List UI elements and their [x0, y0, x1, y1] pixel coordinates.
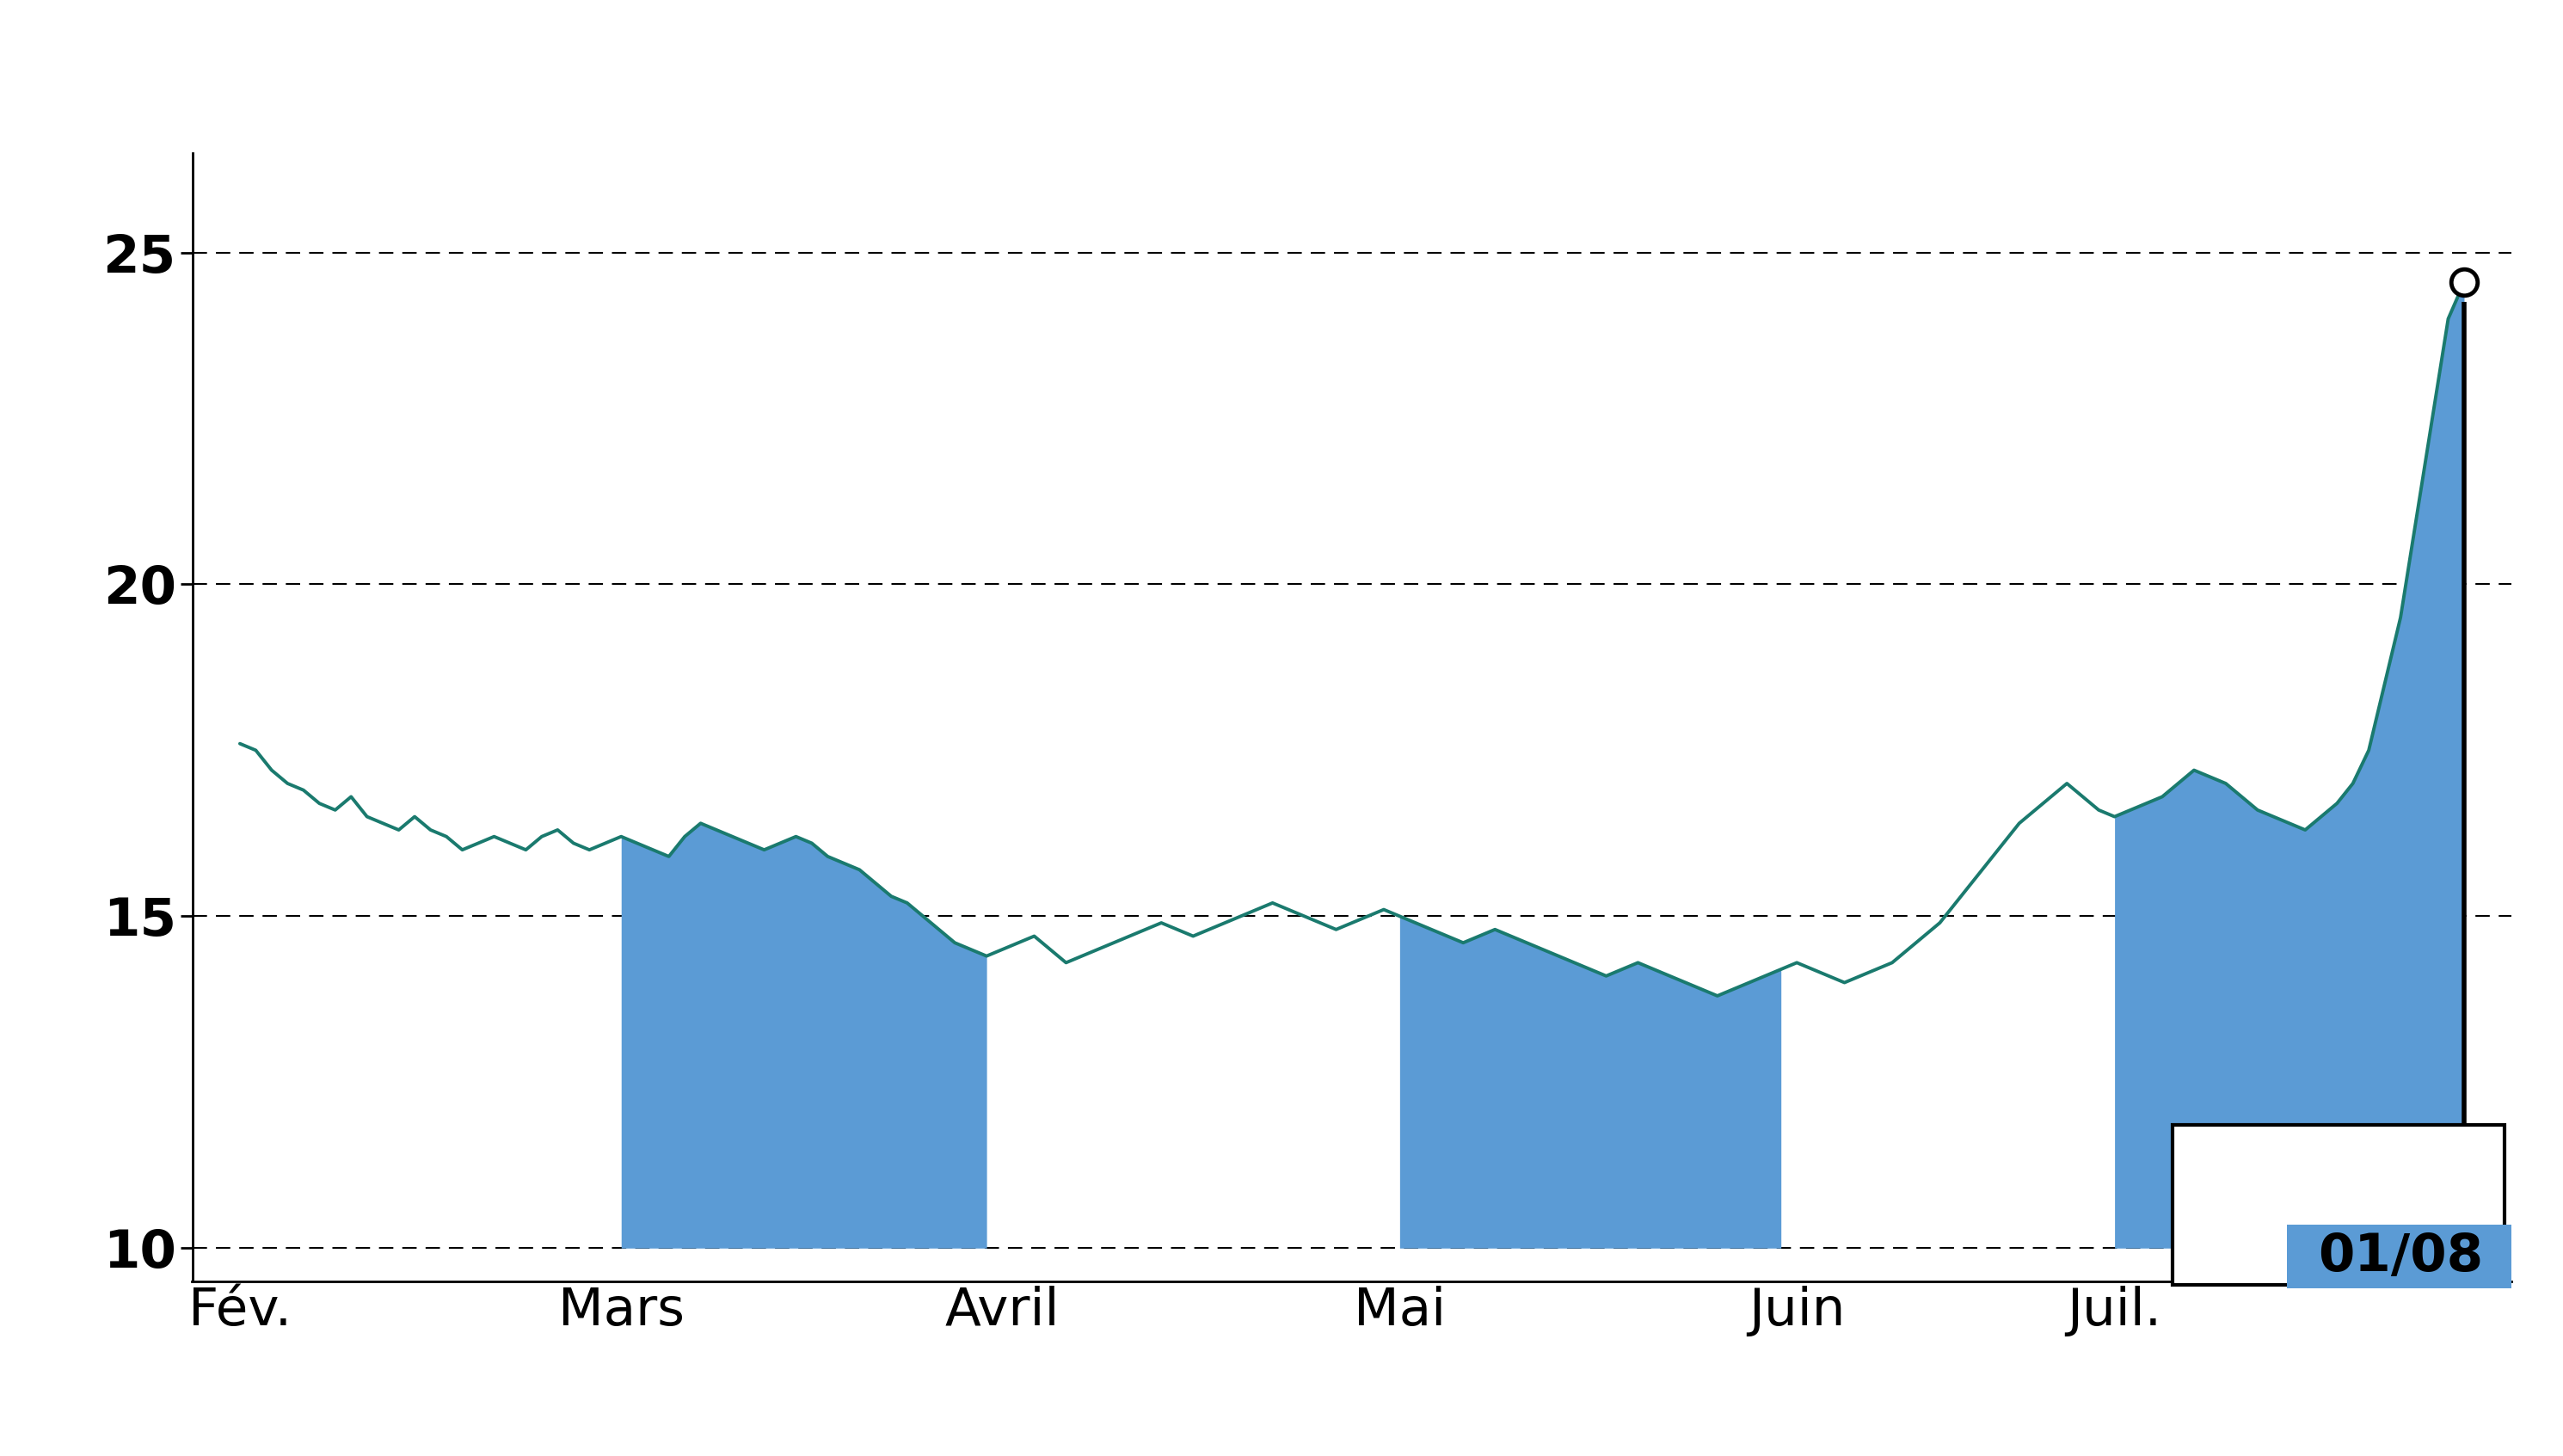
Text: EUROBIO-SCIENTIFIC: EUROBIO-SCIENTIFIC: [615, 29, 1948, 138]
Text: 01/08: 01/08: [2320, 1232, 2484, 1283]
Text: 24,55: 24,55: [2202, 1127, 2476, 1210]
FancyBboxPatch shape: [2286, 1224, 2512, 1289]
FancyBboxPatch shape: [2173, 1124, 2504, 1286]
